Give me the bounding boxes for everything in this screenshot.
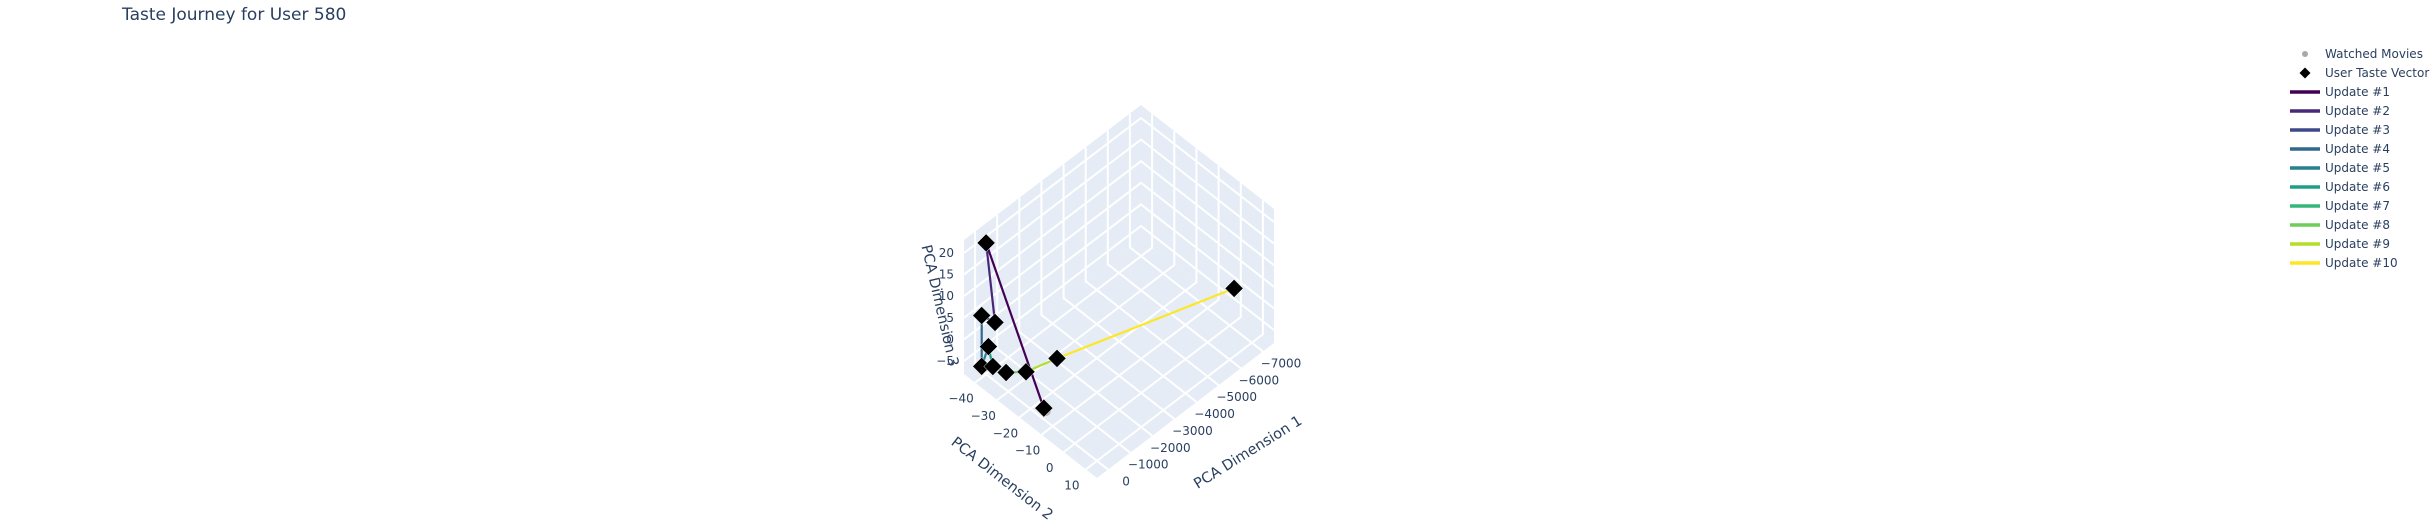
x-tick-label: −1000: [1128, 458, 1169, 472]
legend-label: Update #4: [2325, 142, 2390, 156]
legend-label: Update #6: [2325, 180, 2390, 194]
taste-vector-point: [996, 363, 1016, 382]
grid-y: [974, 113, 1154, 384]
taste-vector-point: [1016, 362, 1036, 382]
update-line-10: [1056, 287, 1235, 360]
chart-title: Taste Journey for User 580: [121, 5, 346, 25]
grid-z: [963, 159, 1275, 297]
grid-x: [996, 214, 1131, 454]
z-tick-label: 20: [939, 246, 954, 260]
taste-vector-point: [985, 313, 1005, 332]
y-tick-label: −40: [948, 392, 973, 406]
grid-y: [1018, 148, 1198, 419]
x-tick-label: −6000: [1239, 373, 1280, 387]
taste-vector-point: [979, 337, 998, 356]
legend: Watched Movies User Taste Vector Update #1…: [2290, 47, 2429, 270]
legend-label: Update #9: [2325, 237, 2390, 251]
grid-y: [1063, 183, 1242, 453]
x-tick-label: −5000: [1216, 390, 1257, 404]
grid-z: [963, 224, 1275, 362]
scene-3d[interactable]: 0−1000−2000−3000−4000−5000−6000−7000−40−…: [917, 105, 1305, 524]
legend-diamond-swatch: [2299, 67, 2311, 79]
x-tick-label: −7000: [1261, 356, 1302, 370]
legend-label: Update #10: [2325, 256, 2398, 270]
taste-vector-point: [976, 233, 996, 253]
grid-x: [1128, 113, 1264, 353]
taste-vector-point: [1034, 398, 1054, 418]
grid-x: [1084, 147, 1220, 386]
legend-circle-swatch: [2302, 51, 2308, 57]
grid-z: [963, 116, 1275, 254]
z-tick-label: −5: [936, 354, 954, 368]
y-tick-label: 0: [1046, 461, 1054, 475]
grid-z: [963, 181, 1275, 319]
grid-z: [963, 138, 1275, 276]
taste-vector-point: [1224, 279, 1244, 298]
y-tick-label: −30: [971, 409, 996, 423]
z-tick-label: 5: [946, 311, 954, 325]
grid-z: [963, 203, 1275, 341]
x-tick-label: −4000: [1194, 407, 1235, 421]
z-tick-label: 0: [946, 332, 954, 346]
grid-y: [1040, 165, 1220, 436]
x-tick-label: −3000: [1172, 424, 1213, 438]
grid-x: [1106, 130, 1242, 370]
legend-label: Update #7: [2325, 199, 2390, 213]
x-tick-label: −2000: [1150, 441, 1191, 455]
grid-y: [1085, 200, 1264, 471]
taste-vector-point: [972, 306, 992, 325]
z-tick-label: 10: [939, 289, 954, 303]
legend-label: User Taste Vector: [2325, 66, 2429, 80]
x-tick-label: 0: [1122, 475, 1130, 489]
taste-vector-point: [1047, 349, 1067, 368]
y-tick-label: −10: [1015, 444, 1040, 458]
y-tick-label: 10: [1064, 478, 1079, 492]
taste-vector-point: [983, 357, 1003, 376]
z-tick-label: 15: [939, 268, 954, 282]
update-line-2: [985, 242, 997, 323]
legend-label: Watched Movies: [2325, 47, 2423, 61]
update-line-1: [985, 242, 1045, 409]
legend-label: Update #5: [2325, 161, 2390, 175]
legend-label: Update #1: [2325, 85, 2390, 99]
y-tick-label: −20: [993, 426, 1018, 440]
legend-label: Update #8: [2325, 218, 2390, 232]
grid-x: [1062, 164, 1198, 403]
grid-x: [1018, 197, 1153, 437]
grid-x: [1040, 180, 1176, 420]
z-axis-title: PCA Dimension 3: [917, 243, 961, 368]
legend-label: Update #3: [2325, 123, 2390, 137]
legend-label: Update #2: [2325, 104, 2390, 118]
